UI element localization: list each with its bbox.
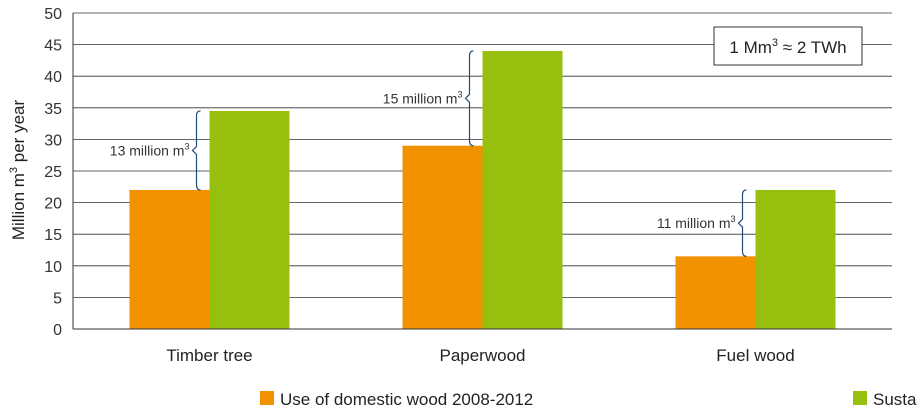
difference-annotations: 13 million m3 15 million m3 11 million m3 <box>110 50 747 257</box>
y-tick-label: 40 <box>44 69 62 86</box>
difference-brace <box>191 110 201 191</box>
difference-annotation: 15 million m3 <box>383 50 474 147</box>
bar-paperwood-series-2 <box>482 50 563 330</box>
difference-annotation: 13 million m3 <box>110 110 201 191</box>
difference-label: 13 million m3 <box>110 141 190 158</box>
conversion-note: 1 Mm3 ≈ 2 TWh <box>713 26 863 66</box>
conversion-note-box <box>713 26 863 66</box>
x-category-label: Paperwood <box>439 346 525 365</box>
difference-brace <box>737 189 747 257</box>
bar-timber-tree-series-1 <box>129 189 210 329</box>
y-tick-label: 10 <box>44 259 62 276</box>
difference-brace <box>464 50 474 147</box>
bar-fuel-wood-series-2 <box>755 189 836 329</box>
x-axis-categories: Timber tree Paperwood Fuel wood <box>166 346 794 365</box>
x-category-label: Timber tree <box>166 346 252 365</box>
difference-annotation: 11 million m3 <box>657 189 747 257</box>
y-tick-label: 0 <box>53 322 62 339</box>
y-tick-label: 25 <box>44 164 62 181</box>
legend-label: Sustainable felling capacity 2030-2039 <box>873 390 917 409</box>
legend-item-2: Sustainable felling capacity 2030-2039 <box>853 390 917 409</box>
x-category-label: Fuel wood <box>716 346 794 365</box>
conversion-note-text: 1 Mm3 ≈ 2 TWh <box>729 37 846 57</box>
y-axis-ticks: 0 5 10 15 20 25 30 35 40 45 50 <box>44 6 62 339</box>
y-tick-label: 45 <box>44 38 62 55</box>
y-tick-label: 35 <box>44 101 62 118</box>
y-tick-label: 30 <box>44 132 62 149</box>
difference-label: 11 million m3 <box>657 214 736 231</box>
legend: Use of domestic wood 2008-2012 Sustainabl… <box>260 390 917 409</box>
bar-paperwood-series-1 <box>402 145 483 329</box>
y-tick-label: 15 <box>44 227 62 244</box>
y-tick-label: 50 <box>44 6 62 23</box>
y-tick-label: 20 <box>44 196 62 213</box>
legend-swatch <box>260 391 274 405</box>
bars <box>129 50 836 330</box>
y-tick-label: 5 <box>53 290 62 307</box>
y-axis-label: Million m3 per year <box>8 100 28 241</box>
legend-label: Use of domestic wood 2008-2012 <box>280 390 533 409</box>
legend-swatch <box>853 391 867 405</box>
legend-item-1: Use of domestic wood 2008-2012 <box>260 390 533 409</box>
difference-label: 15 million m3 <box>383 89 463 106</box>
bar-timber-tree-series-2 <box>209 110 290 330</box>
bar-fuel-wood-series-1 <box>675 256 756 329</box>
